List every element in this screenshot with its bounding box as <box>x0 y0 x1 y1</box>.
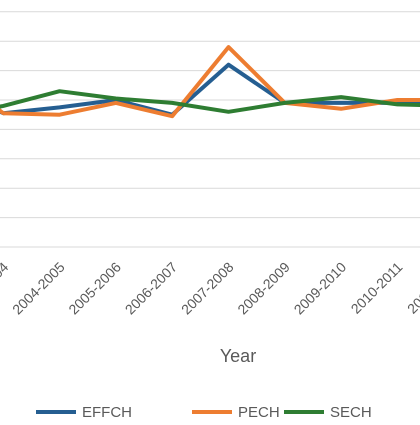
x-tick-label: 2010-2011 <box>348 259 406 317</box>
x-tick-label: 2011-2012 <box>404 259 420 317</box>
legend: EFFCH PECH SECH <box>36 404 372 421</box>
x-tick-label: 2005-2006 <box>65 259 124 318</box>
series-lines <box>0 45 420 119</box>
x-tick-label: 2009-2010 <box>291 259 350 318</box>
x-tick-label: 2006-2007 <box>122 259 181 318</box>
x-axis-label: Year <box>220 346 256 366</box>
x-tick-labels: 2002-20032003-20042004-20052005-20062006… <box>0 259 420 318</box>
legend-label-pech: PECH <box>238 404 280 420</box>
legend-label-effch: EFFCH <box>82 404 132 420</box>
x-tick-label: 2007-2008 <box>178 259 237 318</box>
legend-label-sech: SECH <box>330 404 372 420</box>
gridlines <box>0 11 420 248</box>
x-tick-label: 2004-2005 <box>9 259 68 318</box>
series-line-sech <box>0 89 420 114</box>
x-tick-label: 2003-2004 <box>0 259 12 318</box>
series-line-pech <box>0 45 420 119</box>
x-tick-label: 2008-2009 <box>234 259 293 318</box>
